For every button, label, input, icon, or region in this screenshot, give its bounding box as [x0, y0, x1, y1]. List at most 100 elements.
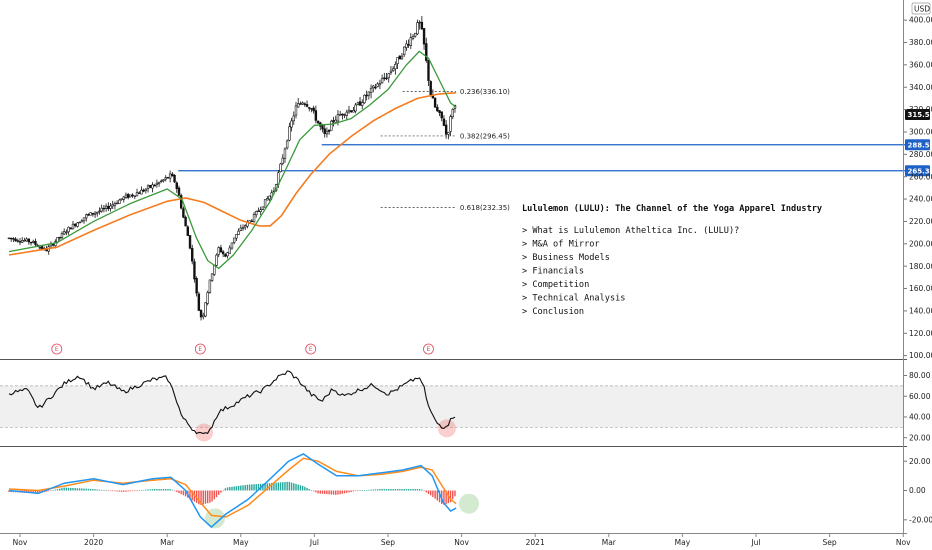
macd-histogram-bar	[65, 487, 68, 491]
macd-histogram-bar	[381, 489, 383, 491]
candle-body	[179, 195, 183, 209]
candle-body	[21, 240, 24, 243]
candle-body	[345, 111, 348, 116]
macd-histogram-bar	[92, 488, 94, 491]
candle-body	[195, 278, 198, 294]
price-tick-label: 360.00	[909, 60, 932, 69]
earnings-marker[interactable]	[423, 343, 434, 355]
macd-histogram-bar	[370, 489, 372, 491]
candle-body	[146, 185, 150, 189]
candle-body	[188, 235, 192, 249]
macd-histogram-bar	[374, 489, 377, 491]
candle-body	[416, 22, 419, 35]
macd-histogram-bar	[357, 490, 359, 492]
candle-body	[191, 248, 194, 262]
candle-body	[221, 251, 225, 255]
macd-histogram-bar	[202, 490, 204, 505]
candle-body	[14, 238, 17, 242]
macd-histogram-bar	[59, 488, 61, 491]
candle-body	[80, 220, 84, 223]
macd-histogram-bar	[385, 489, 388, 491]
macd-histogram-bar	[295, 483, 297, 491]
macd-histogram-bar	[100, 489, 103, 491]
candle-body	[27, 238, 31, 243]
candle-body	[58, 236, 61, 239]
macd-histogram-bar	[273, 482, 275, 491]
macd-histogram-bar	[266, 483, 268, 491]
candle-body	[299, 103, 302, 105]
candle-body	[18, 241, 22, 243]
last-price-tag	[905, 109, 930, 121]
candle-body	[414, 32, 417, 37]
macd-histogram-bar	[337, 490, 339, 495]
support-level-label: 265.30	[908, 167, 932, 175]
candle-body	[135, 192, 139, 197]
macd-signal-line	[8, 457, 457, 518]
time-tick-label: Sep	[381, 538, 395, 547]
price-tick-label: 320.00	[909, 105, 932, 114]
candle-body	[440, 111, 443, 119]
rsi-panel: 20.00 40.00 60.00 80.00	[0, 370, 931, 442]
macd-histogram-bar	[147, 489, 149, 491]
earnings-marker[interactable]	[305, 343, 317, 355]
candle-body	[279, 163, 282, 173]
macd-histogram-bar	[403, 489, 405, 491]
candle-body	[164, 177, 167, 180]
macd-histogram-bar	[158, 489, 160, 491]
macd-histogram-bar	[162, 489, 165, 491]
macd-histogram-bar	[350, 490, 352, 492]
macd-histogram-bar	[392, 489, 394, 491]
candle-body	[363, 94, 366, 104]
macd-histogram-bar	[76, 488, 79, 491]
macd-histogram-bar	[48, 490, 50, 492]
macd-line	[8, 453, 457, 529]
candle-body	[433, 98, 437, 108]
macd-histogram-bar	[233, 486, 235, 491]
earnings-marker[interactable]	[51, 343, 63, 355]
price-tick-label: 160.00	[909, 284, 932, 293]
macd-histogram-bar	[127, 490, 129, 492]
axes: 100.00 120.00 140.00 160.00 180.00 200.00 220.…	[13, 0, 932, 547]
macd-histogram-bar	[125, 490, 127, 492]
candle-body	[343, 114, 346, 116]
candle-body	[352, 110, 355, 113]
candle-body	[138, 192, 141, 194]
macd-histogram-bar	[96, 489, 98, 491]
candle-body	[151, 184, 154, 189]
macd-histogram-bar	[332, 490, 335, 495]
candle-body	[67, 226, 70, 233]
macd-histogram-bar	[290, 482, 293, 491]
macd-histogram-bar	[454, 490, 456, 497]
support-level-tag	[905, 165, 930, 177]
candle-body	[122, 196, 125, 200]
macd-histogram-bar	[206, 490, 209, 504]
macd-histogram-bar	[160, 489, 163, 491]
macd-histogram-bar	[180, 490, 182, 495]
macd-histogram-bar	[237, 485, 240, 491]
candle-body	[155, 182, 159, 185]
candle-body	[171, 173, 174, 177]
macd-histogram-bar	[178, 490, 180, 494]
time-tick-label: Mar	[160, 538, 175, 547]
macd-histogram-bar	[271, 483, 273, 491]
candle-body	[261, 206, 265, 210]
candle-body	[89, 212, 92, 216]
macd-histogram-bar	[288, 481, 291, 491]
candle-body	[199, 310, 203, 318]
fib-label: 0.618(232.35)	[460, 204, 510, 212]
candle-body	[356, 102, 360, 105]
time-tick-label: Jul	[309, 538, 319, 547]
macd-histogram-bar	[36, 490, 39, 494]
macd-histogram-bar	[200, 490, 202, 505]
macd-histogram-bar	[438, 490, 441, 503]
macd-histogram-bar	[363, 490, 366, 491]
macd-histogram-bar	[399, 489, 401, 491]
candle-body	[124, 194, 128, 198]
earnings-marker[interactable]	[194, 343, 206, 355]
candle-body	[235, 234, 238, 239]
time-tick-label: Nov	[13, 538, 28, 547]
macd-histogram-bar	[32, 490, 34, 494]
macd-histogram-bar	[118, 490, 121, 492]
candle-body	[420, 21, 424, 30]
